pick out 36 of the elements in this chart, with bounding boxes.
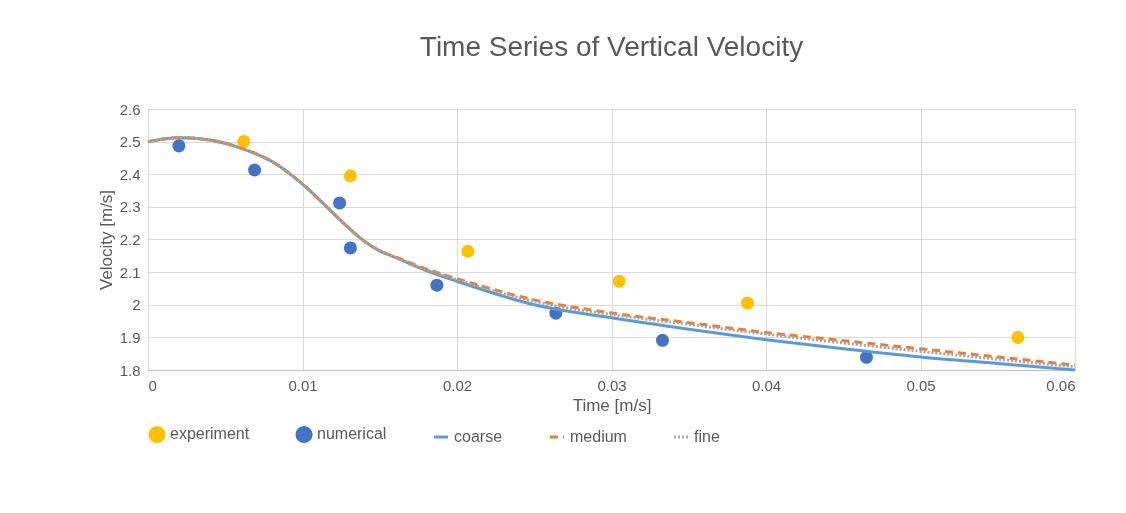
y-tick-label: 1.8 bbox=[119, 361, 141, 379]
y-axis-title: Velocity [m/s] bbox=[96, 189, 116, 291]
point bbox=[612, 274, 626, 288]
point bbox=[740, 296, 754, 310]
point bbox=[655, 333, 669, 347]
point bbox=[248, 163, 262, 177]
y-tick-label: 2.3 bbox=[119, 198, 141, 216]
x-tick-label: 0 bbox=[148, 376, 157, 394]
point bbox=[1011, 330, 1025, 344]
y-tick-label: 2.6 bbox=[119, 100, 141, 118]
legend-label: fine bbox=[694, 428, 720, 445]
chart-title: Time Series of Vertical Velocity bbox=[419, 31, 804, 62]
x-axis-title: Time [m/s] bbox=[572, 395, 652, 415]
legend-label: coarse bbox=[454, 428, 503, 445]
point bbox=[343, 169, 357, 183]
y-tick-label: 1.9 bbox=[119, 328, 141, 346]
x-tick-label: 0.02 bbox=[442, 376, 473, 394]
y-tick-label: 2 bbox=[132, 296, 141, 314]
legend-label: experiment bbox=[170, 425, 250, 443]
point bbox=[172, 139, 186, 153]
x-tick-label: 0.06 bbox=[1046, 376, 1076, 394]
legend-label: numerical bbox=[317, 425, 387, 443]
x-tick-label: 0.03 bbox=[597, 376, 627, 394]
point bbox=[430, 278, 444, 292]
y-tick-label: 2.2 bbox=[119, 231, 141, 248]
point bbox=[343, 241, 357, 255]
point bbox=[461, 244, 475, 258]
y-tick-label: 2.4 bbox=[119, 165, 141, 183]
legend-label: medium bbox=[570, 428, 627, 445]
y-tick-label: 2.5 bbox=[119, 133, 141, 151]
x-tick-label: 0.01 bbox=[288, 376, 318, 394]
x-tick-label: 0.04 bbox=[751, 376, 782, 394]
y-tick-label: 2.1 bbox=[119, 263, 141, 281]
point bbox=[237, 135, 251, 149]
point bbox=[333, 196, 347, 210]
x-tick-label: 0.05 bbox=[906, 376, 936, 394]
